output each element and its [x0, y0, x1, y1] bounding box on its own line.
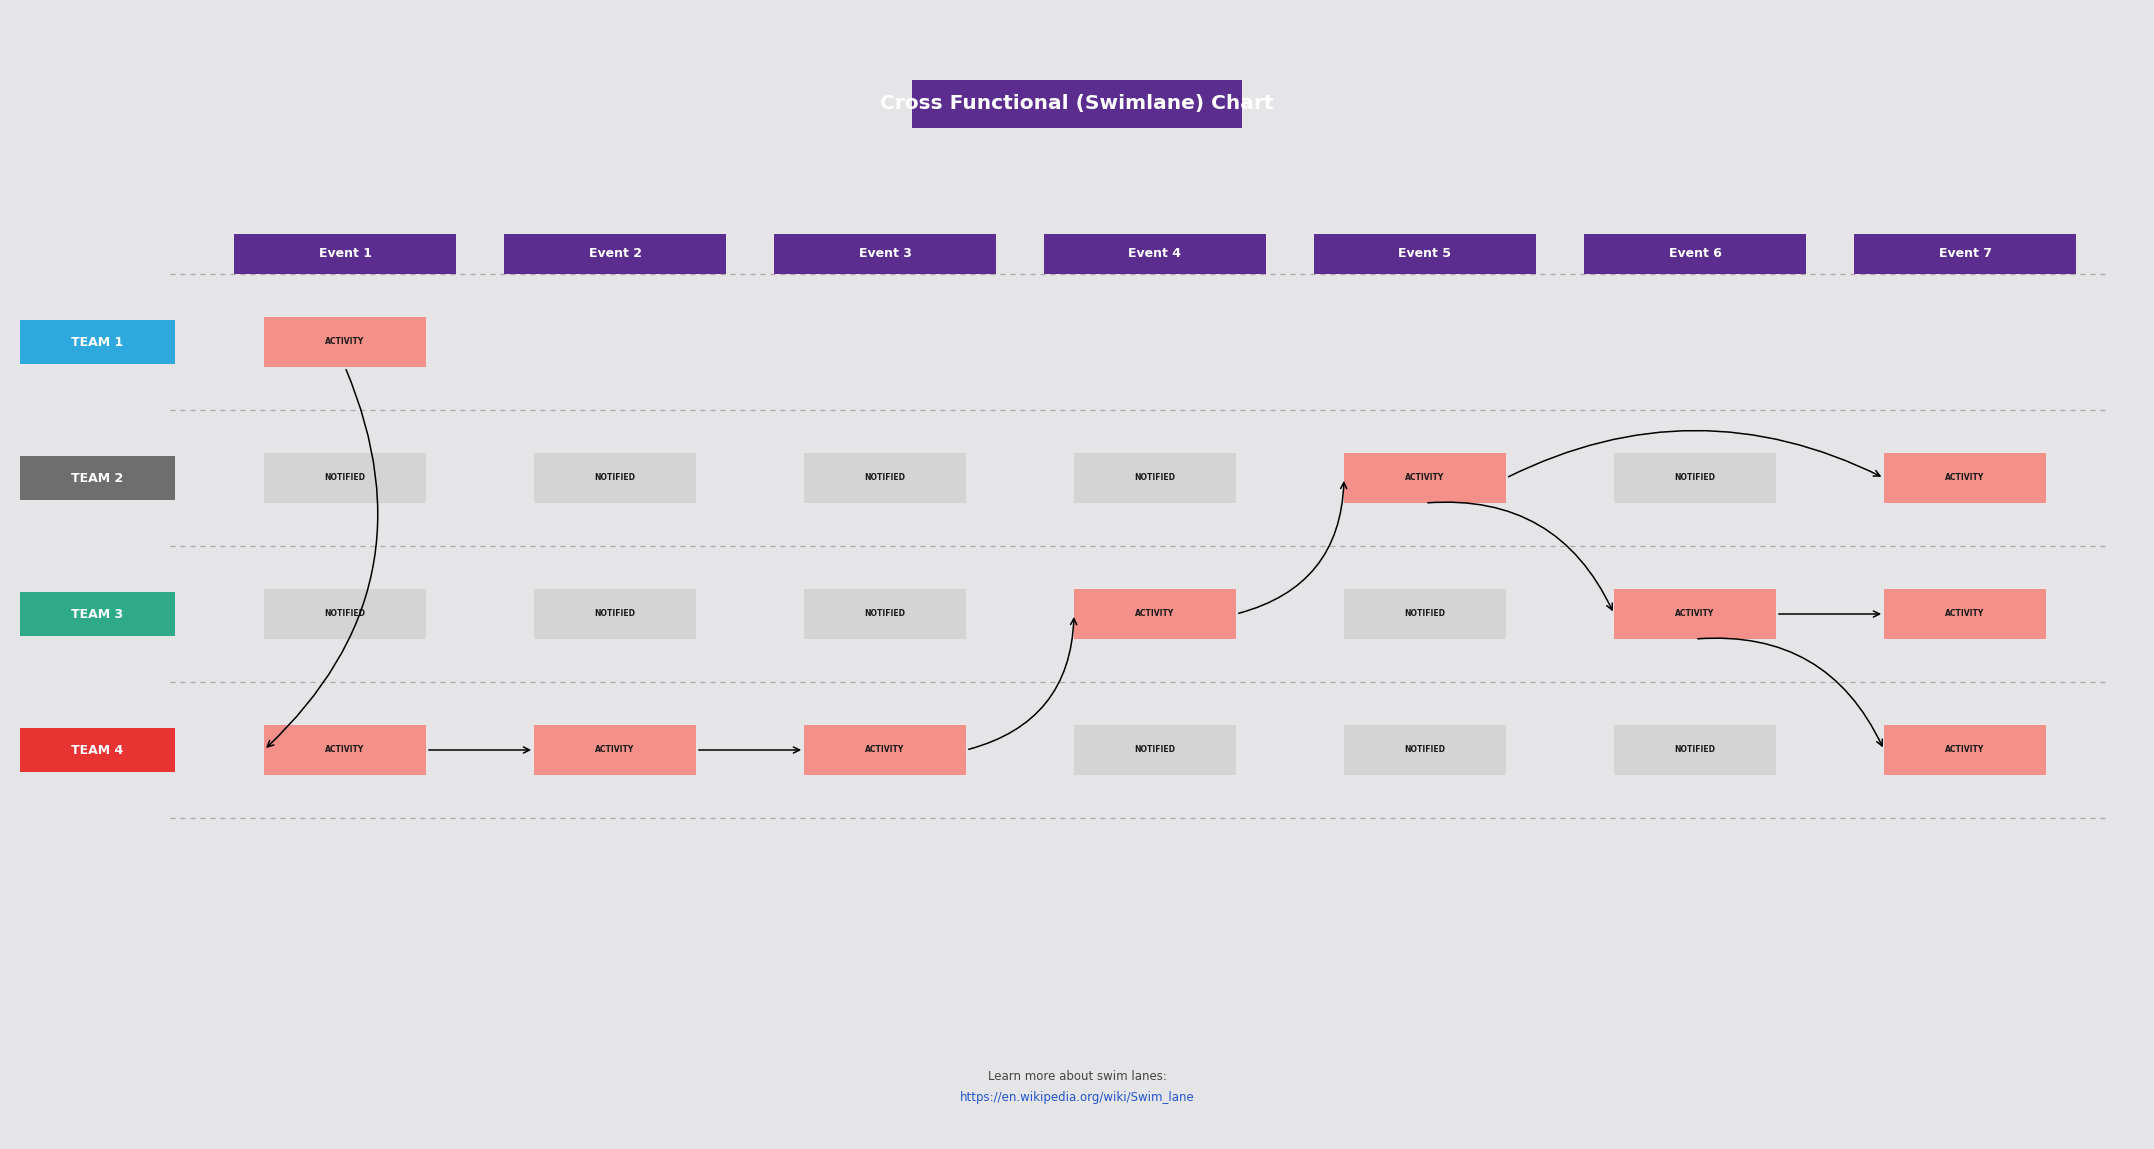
FancyBboxPatch shape — [1885, 453, 2046, 503]
FancyBboxPatch shape — [534, 589, 696, 639]
Text: TEAM 4: TEAM 4 — [71, 743, 123, 756]
Text: Event 7: Event 7 — [1939, 247, 1992, 261]
FancyBboxPatch shape — [1613, 725, 1777, 774]
FancyBboxPatch shape — [1314, 234, 1536, 273]
Text: NOTIFIED: NOTIFIED — [1135, 746, 1176, 755]
FancyBboxPatch shape — [19, 321, 174, 364]
Text: NOTIFIED: NOTIFIED — [864, 609, 905, 618]
Text: ACTIVITY: ACTIVITY — [1135, 609, 1174, 618]
Text: ACTIVITY: ACTIVITY — [1404, 473, 1445, 483]
Text: Cross Functional (Swimlane) Chart: Cross Functional (Swimlane) Chart — [881, 94, 1273, 114]
Text: ACTIVITY: ACTIVITY — [866, 746, 905, 755]
Text: ACTIVITY: ACTIVITY — [1945, 473, 1984, 483]
FancyBboxPatch shape — [265, 453, 426, 503]
Text: Event 5: Event 5 — [1398, 247, 1452, 261]
FancyBboxPatch shape — [803, 453, 965, 503]
Text: Learn more about swim lanes:: Learn more about swim lanes: — [987, 1071, 1167, 1084]
FancyBboxPatch shape — [1075, 725, 1236, 774]
Text: NOTIFIED: NOTIFIED — [595, 473, 635, 483]
FancyBboxPatch shape — [1344, 589, 1506, 639]
FancyBboxPatch shape — [265, 589, 426, 639]
FancyBboxPatch shape — [265, 725, 426, 774]
FancyBboxPatch shape — [1075, 589, 1236, 639]
FancyBboxPatch shape — [1344, 453, 1506, 503]
FancyBboxPatch shape — [504, 234, 726, 273]
Text: NOTIFIED: NOTIFIED — [1674, 746, 1715, 755]
Text: NOTIFIED: NOTIFIED — [1404, 609, 1445, 618]
Text: NOTIFIED: NOTIFIED — [1135, 473, 1176, 483]
FancyBboxPatch shape — [911, 80, 1243, 128]
Text: NOTIFIED: NOTIFIED — [595, 609, 635, 618]
Text: ACTIVITY: ACTIVITY — [325, 746, 364, 755]
FancyBboxPatch shape — [19, 592, 174, 637]
Text: ACTIVITY: ACTIVITY — [325, 338, 364, 347]
Text: TEAM 1: TEAM 1 — [71, 336, 123, 348]
FancyBboxPatch shape — [1885, 589, 2046, 639]
Text: NOTIFIED: NOTIFIED — [325, 609, 366, 618]
FancyBboxPatch shape — [1344, 725, 1506, 774]
Text: Event 1: Event 1 — [319, 247, 370, 261]
FancyBboxPatch shape — [534, 725, 696, 774]
FancyBboxPatch shape — [773, 234, 995, 273]
Text: ACTIVITY: ACTIVITY — [1945, 746, 1984, 755]
FancyBboxPatch shape — [235, 234, 457, 273]
Text: TEAM 3: TEAM 3 — [71, 608, 123, 620]
FancyBboxPatch shape — [1613, 453, 1777, 503]
Text: NOTIFIED: NOTIFIED — [1674, 473, 1715, 483]
FancyBboxPatch shape — [19, 728, 174, 772]
Text: ACTIVITY: ACTIVITY — [1676, 609, 1715, 618]
Text: NOTIFIED: NOTIFIED — [864, 473, 905, 483]
FancyBboxPatch shape — [1045, 234, 1267, 273]
FancyBboxPatch shape — [1075, 453, 1236, 503]
FancyBboxPatch shape — [1585, 234, 1805, 273]
Text: TEAM 2: TEAM 2 — [71, 471, 123, 485]
FancyBboxPatch shape — [265, 317, 426, 367]
FancyBboxPatch shape — [534, 453, 696, 503]
FancyBboxPatch shape — [803, 725, 965, 774]
Text: Event 3: Event 3 — [859, 247, 911, 261]
Text: ACTIVITY: ACTIVITY — [595, 746, 635, 755]
FancyBboxPatch shape — [1613, 589, 1777, 639]
FancyBboxPatch shape — [1885, 725, 2046, 774]
FancyBboxPatch shape — [1855, 234, 2076, 273]
Text: ACTIVITY: ACTIVITY — [1945, 609, 1984, 618]
Text: Event 6: Event 6 — [1669, 247, 1721, 261]
Text: Event 2: Event 2 — [588, 247, 642, 261]
Text: NOTIFIED: NOTIFIED — [325, 473, 366, 483]
Text: Event 4: Event 4 — [1129, 247, 1183, 261]
FancyBboxPatch shape — [803, 589, 965, 639]
Text: https://en.wikipedia.org/wiki/Swim_lane: https://en.wikipedia.org/wiki/Swim_lane — [961, 1090, 1193, 1103]
Text: NOTIFIED: NOTIFIED — [1404, 746, 1445, 755]
FancyBboxPatch shape — [19, 456, 174, 500]
